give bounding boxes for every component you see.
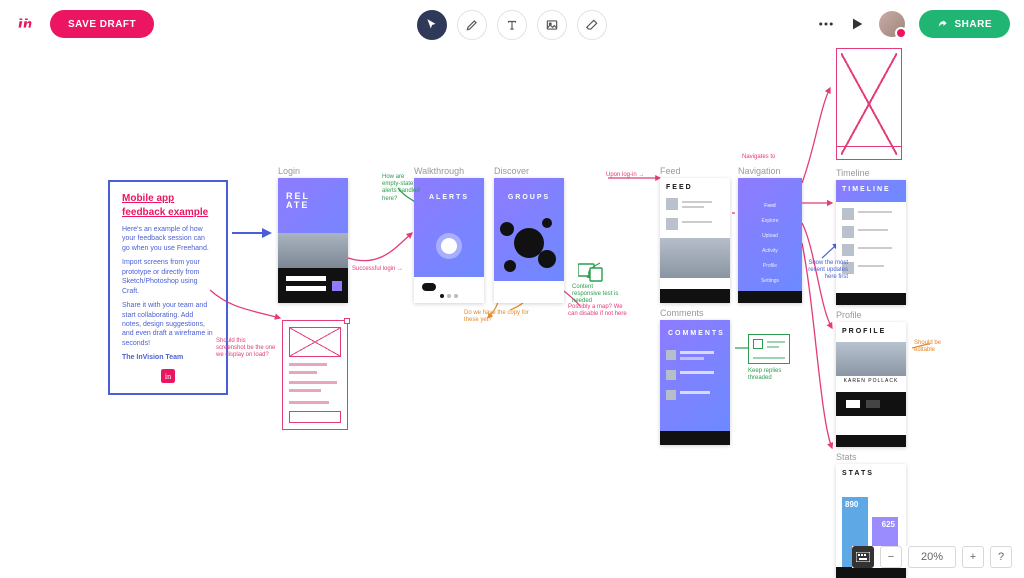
tool-image[interactable]: [537, 10, 567, 40]
stats-title: STATS: [842, 470, 874, 477]
screen-discover[interactable]: GROUPS: [494, 178, 564, 303]
label-profile: Profile: [836, 310, 862, 320]
note-signoff: The InVision Team: [122, 353, 214, 362]
annot-feed-left: Content responsive test is needed: [572, 284, 620, 306]
zoom-out-button[interactable]: −: [880, 546, 902, 568]
svg-text:in: in: [165, 372, 171, 381]
label-navigation: Navigation: [738, 166, 781, 176]
annot-comments-right: Keep replies threaded: [748, 368, 798, 382]
share-icon: [937, 19, 948, 30]
screen-login[interactable]: RELATE: [278, 178, 348, 303]
more-icon[interactable]: [817, 15, 835, 33]
screen-navigation[interactable]: Feed Explore Upload Activity Profile Set…: [738, 178, 802, 303]
wireframe-sketch-top: [836, 48, 902, 160]
note-p1: Here's an example of how your feedback s…: [122, 225, 214, 253]
label-timeline: Timeline: [836, 168, 870, 178]
toolbar: [417, 10, 607, 40]
share-button[interactable]: SHARE: [919, 10, 1010, 38]
annot-walk-left: How are empty-state alerts handled here?: [382, 174, 422, 203]
screen-timeline[interactable]: TIMELINE: [836, 180, 906, 305]
discover-title: GROUPS: [494, 194, 564, 201]
screen-feed[interactable]: FEED: [660, 178, 730, 303]
feed-title: FEED: [666, 184, 693, 191]
tool-text[interactable]: [497, 10, 527, 40]
timeline-title: TIMELINE: [842, 186, 891, 193]
invision-small-icon: in: [161, 369, 175, 383]
label-login: Login: [278, 166, 300, 176]
zoom-in-button[interactable]: +: [962, 546, 984, 568]
label-stats: Stats: [836, 452, 857, 462]
comments-green-box: [748, 334, 790, 364]
annot-feed-top: Upon log-in →: [606, 172, 644, 179]
label-comments: Comments: [660, 308, 704, 318]
devices-icon: [578, 262, 604, 282]
note-p2: Import screens from your prototype or di…: [122, 258, 214, 296]
annot-profile-right: Should be editable: [914, 340, 958, 354]
walkthrough-title: ALERTS: [414, 194, 484, 201]
login-title: RELATE: [286, 192, 310, 210]
annot-nav-top: Navigates to: [742, 154, 775, 161]
canvas[interactable]: Mobile app feedback example Here's an ex…: [0, 48, 1024, 578]
invision-logo: [14, 13, 36, 35]
help-button[interactable]: ?: [990, 546, 1012, 568]
annot-discover-below: Do we have the copy for these yet?: [464, 310, 534, 324]
profile-title: PROFILE: [842, 328, 886, 335]
zoom-bar: − 20% + ?: [852, 546, 1012, 568]
note-title: Mobile app feedback example: [122, 192, 214, 219]
topbar: SAVE DRAFT SHARE: [0, 0, 1024, 48]
screen-profile[interactable]: PROFILE KAREN POLLACK: [836, 322, 906, 447]
annot-login-below: Should this screenshot be the one we dis…: [216, 338, 276, 360]
share-label: SHARE: [954, 19, 992, 30]
tool-pencil[interactable]: [457, 10, 487, 40]
label-feed: Feed: [660, 166, 681, 176]
tool-eraser[interactable]: [577, 10, 607, 40]
note-p3: Share it with your team and start collab…: [122, 301, 214, 348]
annot-login-right: Successful login →: [352, 266, 403, 273]
note-card: Mobile app feedback example Here's an ex…: [108, 180, 228, 395]
zoom-value: 20%: [908, 546, 956, 568]
comments-title: COMMENTS: [668, 330, 725, 337]
play-icon[interactable]: [849, 16, 865, 32]
keyboard-icon[interactable]: [852, 546, 874, 568]
label-discover: Discover: [494, 166, 529, 176]
profile-name: KAREN POLLACK: [836, 378, 906, 384]
tool-pointer[interactable]: [417, 10, 447, 40]
wireframe-sketch-lower: [282, 320, 348, 430]
annot-discover-right: Possibly a map? We can disable if not he…: [568, 304, 628, 318]
save-draft-button[interactable]: SAVE DRAFT: [50, 10, 154, 38]
avatar[interactable]: [879, 11, 905, 37]
topbar-right: SHARE: [817, 10, 1010, 38]
screen-walkthrough[interactable]: ALERTS: [414, 178, 484, 303]
screen-comments[interactable]: COMMENTS: [660, 320, 730, 445]
annot-timeline-left: Show the most recent updates here first: [808, 260, 848, 282]
